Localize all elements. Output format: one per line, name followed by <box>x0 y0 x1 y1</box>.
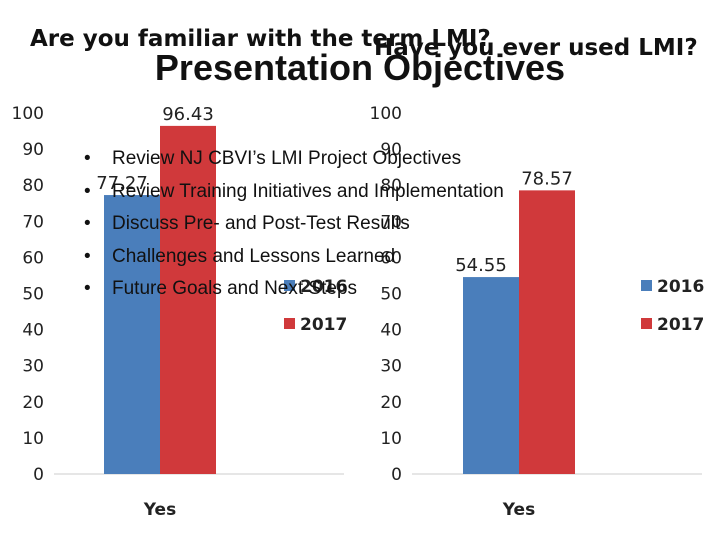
data-label: 77.27 <box>96 173 148 194</box>
y-tick-label: 50 <box>22 285 44 305</box>
list-item: • Future Goals and Next Steps <box>84 273 504 306</box>
y-tick-label: 60 <box>22 248 44 268</box>
bar-2017 <box>160 125 216 475</box>
y-tick-label: 30 <box>380 357 402 377</box>
list-item: • Challenges and Lessons Learned <box>84 241 504 274</box>
list-item: • Review NJ CBVI’s LMI Project Objectives <box>84 143 504 176</box>
y-tick-label: 100 <box>12 104 44 124</box>
x-category-label: Yes <box>502 500 535 520</box>
bullet-text: Review NJ CBVI’s LMI Project Objectives <box>112 148 462 169</box>
y-tick-label: 80 <box>22 176 44 196</box>
legend-swatch-2017 <box>641 318 652 329</box>
bullet-text: Discuss Pre- and Post-Test Results <box>112 213 410 234</box>
bullet-text: Review Training Initiatives and Implemen… <box>112 180 504 202</box>
bullet-icon: • <box>84 180 91 202</box>
y-tick-label: 60 <box>380 248 402 268</box>
y-tick-label: 90 <box>380 140 402 160</box>
bullet-icon: • <box>84 245 91 267</box>
bullet-icon: • <box>84 213 91 234</box>
y-tick-label: 30 <box>22 357 44 377</box>
bullet-text: Challenges and Lessons Learned <box>112 245 396 267</box>
data-label: 96.43 <box>162 104 214 125</box>
chart-title: Have you ever used LMI? <box>374 35 698 61</box>
list-item: • Review Training Initiatives and Impleme… <box>84 176 504 209</box>
bar-2017 <box>519 190 575 474</box>
legend-label-2016: 2016 <box>657 277 704 297</box>
legend-swatch-2016 <box>284 280 295 291</box>
y-tick-label: 50 <box>380 285 402 305</box>
y-tick-label: 70 <box>22 212 44 232</box>
y-tick-label: 20 <box>22 393 44 413</box>
y-tick-label: 80 <box>380 176 402 196</box>
objectives-list: • Review NJ CBVI’s LMI Project Objectives… <box>84 143 504 306</box>
slide-title: Presentation Objectives <box>154 47 566 88</box>
list-item: • Discuss Pre- and Post-Test Results <box>84 208 504 241</box>
y-tick-label: 70 <box>380 212 402 232</box>
y-tick-label: 10 <box>22 429 44 449</box>
data-label: 78.57 <box>521 168 573 189</box>
legend-label-2017: 2017 <box>657 315 704 335</box>
x-category-label: Yes <box>143 500 176 520</box>
bar-2016 <box>463 277 519 474</box>
legend-label-2017: 2017 <box>300 315 347 335</box>
legend-swatch-2016 <box>641 280 652 291</box>
legend-label-2016: 2016 <box>300 277 347 297</box>
y-tick-label: 100 <box>370 104 402 124</box>
y-tick-label: 20 <box>380 393 402 413</box>
bullet-text: Future Goals and Next Steps <box>112 278 358 299</box>
bar-2016 <box>104 195 160 474</box>
y-tick-label: 0 <box>391 465 402 485</box>
bullet-icon: • <box>84 278 91 299</box>
chart-title: Are you familiar with the term LMI? <box>30 26 491 52</box>
data-label: 54.55 <box>455 255 507 276</box>
bullet-icon: • <box>84 148 91 169</box>
y-tick-label: 40 <box>380 321 402 341</box>
y-tick-label: 10 <box>380 429 402 449</box>
y-tick-label: 40 <box>22 321 44 341</box>
legend-swatch-2017 <box>284 318 295 329</box>
y-tick-label: 0 <box>33 465 44 485</box>
y-tick-label: 90 <box>22 140 44 160</box>
